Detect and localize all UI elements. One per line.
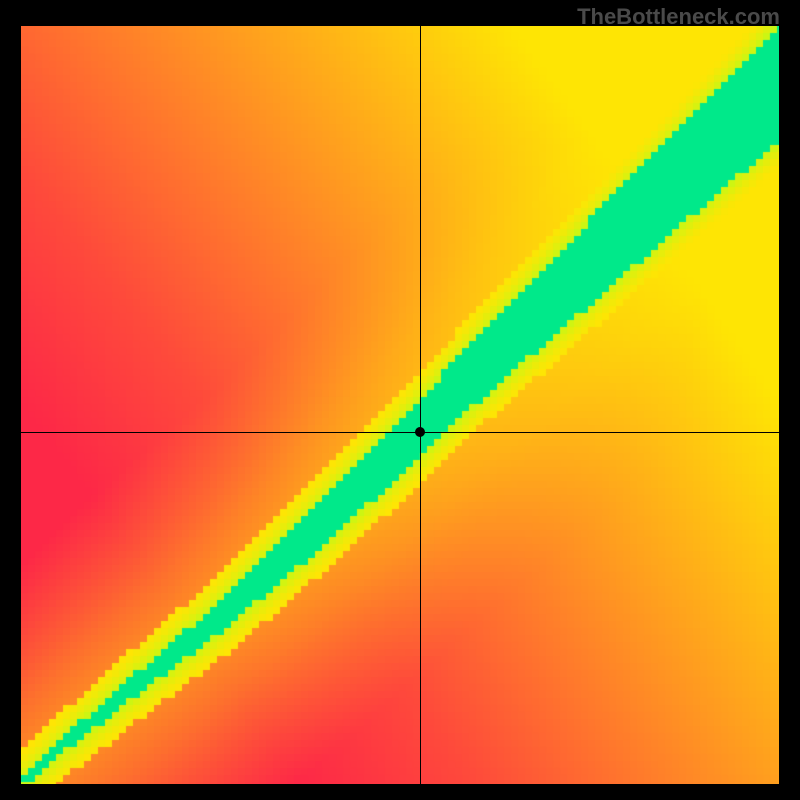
crosshair-vertical (420, 26, 421, 784)
crosshair-marker (415, 427, 425, 437)
chart-container: TheBottleneck.com (0, 0, 800, 800)
watermark-text: TheBottleneck.com (577, 4, 780, 30)
heatmap-canvas (21, 26, 779, 784)
crosshair-horizontal (21, 432, 779, 433)
